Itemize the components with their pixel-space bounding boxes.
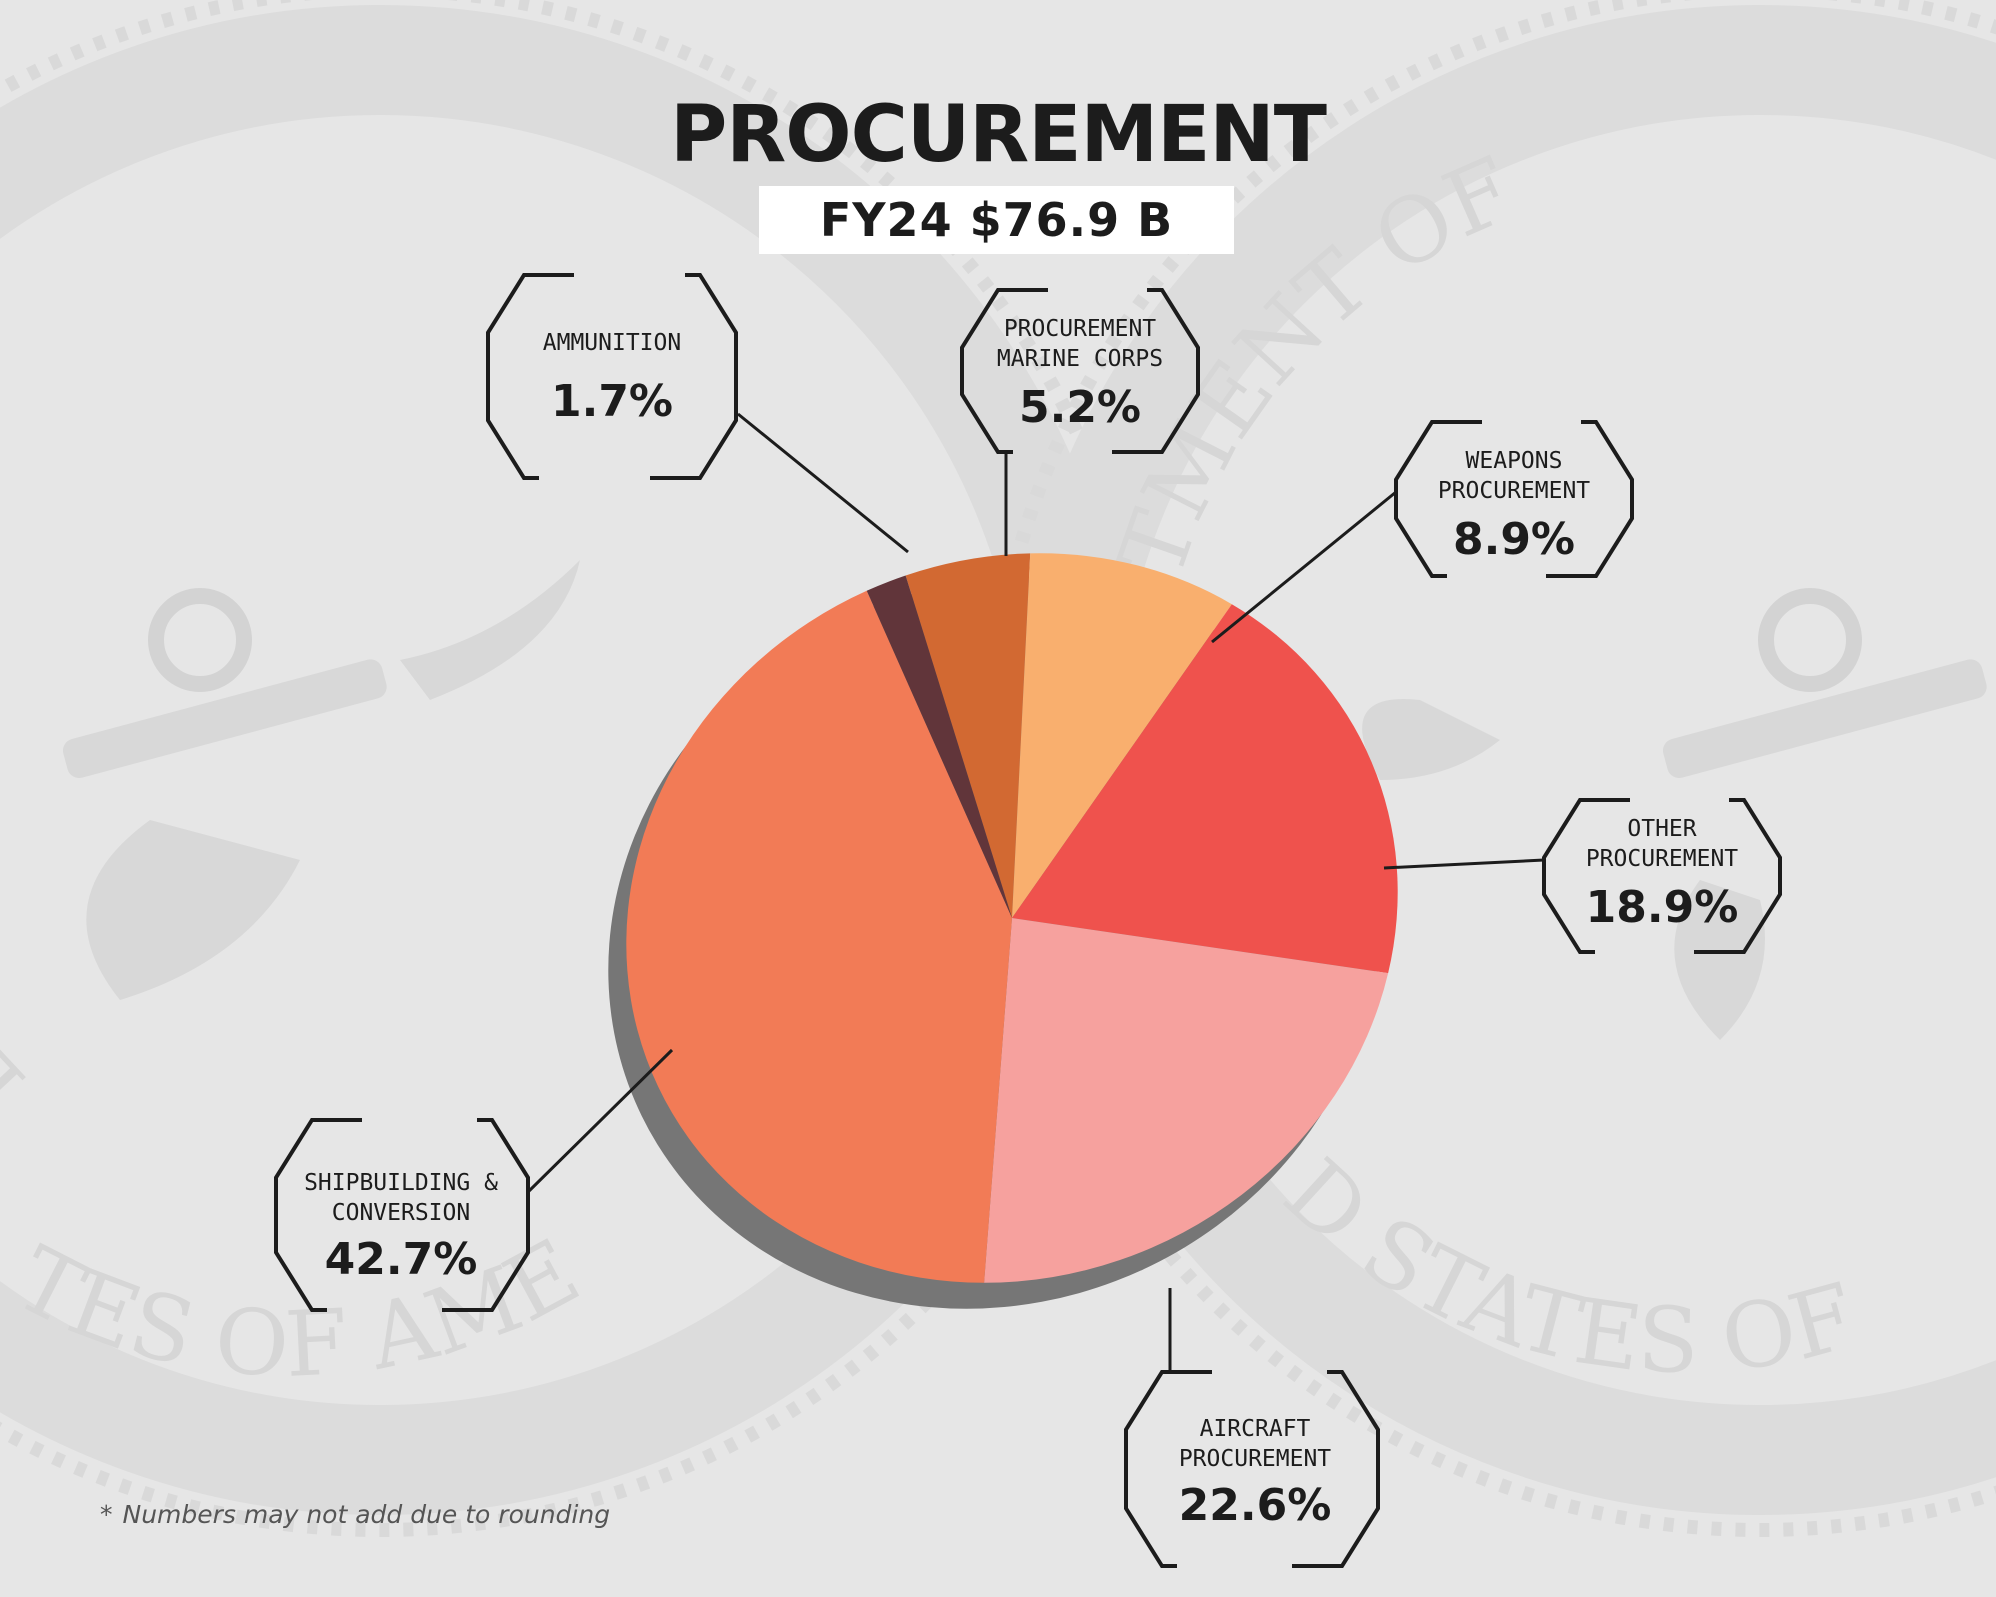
callout-label: PROCUREMENT xyxy=(1586,846,1738,872)
callout-bracket-right xyxy=(650,273,738,480)
callout-bracket-left xyxy=(1124,1370,1212,1568)
callout-bracket-right xyxy=(1694,798,1782,954)
callout-bracket-left xyxy=(274,1118,362,1312)
callout-bracket-left xyxy=(1394,420,1482,578)
callout-label: OTHER xyxy=(1627,816,1696,842)
callout-aircraft: AIRCRAFT PROCUREMENT 22.6% xyxy=(1124,1288,1380,1568)
callout-percent: 22.6% xyxy=(1179,1480,1332,1531)
footnote-text: Numbers may not add due to rounding xyxy=(122,1500,611,1529)
seal-emblem-right xyxy=(1362,588,1987,1040)
callout-bracket-right xyxy=(442,1118,530,1312)
subtitle: FY24 $76.9 B xyxy=(819,193,1174,247)
callout-shipbuilding: SHIPBUILDING & CONVERSION 42.7% xyxy=(274,1048,674,1312)
callout-leader-line xyxy=(1211,490,1397,644)
callout-percent: 1.7% xyxy=(551,376,673,427)
callout-label: CONVERSION xyxy=(332,1200,470,1226)
callout-bracket-left xyxy=(486,273,574,480)
callout-label: WEAPONS xyxy=(1466,448,1563,474)
callout-bracket-right xyxy=(1292,1370,1380,1568)
subtitle-box: FY24 $76.9 B xyxy=(759,186,1234,254)
page-title: PROCUREMENT xyxy=(670,90,1327,180)
callout-bracket-right xyxy=(1112,288,1200,454)
callout-label: PROCUREMENT xyxy=(1004,316,1156,342)
pie-slice-aircraft xyxy=(984,918,1389,1283)
callout-marine: PROCUREMENT MARINE CORPS 5.2% xyxy=(960,288,1200,556)
footnote-marker: * xyxy=(100,1500,113,1529)
callout-percent: 5.2% xyxy=(1019,382,1141,433)
pie-slice-weapons xyxy=(1012,553,1232,918)
callout-leader-line xyxy=(526,1048,674,1194)
callout-label: PROCUREMENT xyxy=(1179,1446,1331,1472)
callout-label: AIRCRAFT xyxy=(1200,1416,1311,1442)
callout-percent: 18.9% xyxy=(1586,882,1739,933)
callout-percent: 42.7% xyxy=(325,1234,478,1285)
callout-label: PROCUREMENT xyxy=(1438,478,1590,504)
seal-emblem-left xyxy=(62,560,580,1000)
callout-bracket-left xyxy=(1542,798,1630,954)
pie-slice-ammunition xyxy=(866,575,1012,918)
callout-ammunition: AMMUNITION 1.7% xyxy=(486,273,909,554)
callout-bracket-right xyxy=(1546,420,1634,578)
callout-label: AMMUNITION xyxy=(543,330,681,356)
seal-rope-right xyxy=(983,0,1996,1537)
pie-callouts: PROCUREMENT MARINE CORPS 5.2% WEAPONS PROCUR… xyxy=(274,273,1782,1568)
callout-label: SHIPBUILDING & xyxy=(304,1170,498,1196)
callout-other: OTHER PROCUREMENT 18.9% xyxy=(1383,798,1782,954)
footnote: * Numbers may not add due to rounding xyxy=(100,1500,610,1529)
pie-slice-marine xyxy=(905,553,1031,918)
callout-label: MARINE CORPS xyxy=(997,346,1163,372)
pie-slice-other xyxy=(1012,604,1398,974)
callout-bracket-left xyxy=(960,288,1048,454)
callout-leader-line xyxy=(1383,858,1545,870)
callout-weapons: WEAPONS PROCUREMENT 8.9% xyxy=(1211,420,1634,644)
callout-leader-line xyxy=(737,412,909,554)
pie-slice-shipbuilding xyxy=(626,590,1012,1283)
pie-slices xyxy=(626,553,1398,1283)
callout-percent: 8.9% xyxy=(1453,514,1575,565)
